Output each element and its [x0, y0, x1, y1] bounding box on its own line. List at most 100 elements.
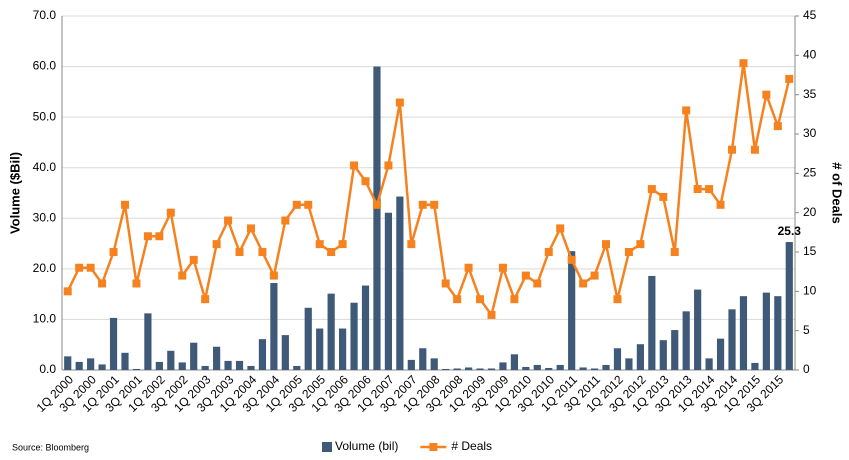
- legend-swatch: [429, 443, 438, 451]
- bar: [201, 365, 209, 370]
- line-marker: [155, 232, 164, 241]
- y2-axis-title: # of Deals: [830, 162, 845, 223]
- line-marker: [304, 200, 313, 209]
- bar: [705, 358, 713, 370]
- bar: [419, 348, 427, 370]
- bar: [109, 317, 118, 370]
- bar: [407, 359, 415, 370]
- y2-tick-label: 20: [803, 205, 817, 219]
- y-tick-label: 60.0: [33, 59, 57, 73]
- line-marker: [338, 240, 347, 249]
- line-marker: [750, 145, 759, 154]
- bar: [728, 309, 736, 370]
- bar: [522, 366, 530, 370]
- y-tick-label: 30.0: [33, 210, 57, 224]
- line-marker: [659, 192, 668, 201]
- y-tick-label: 50.0: [33, 109, 57, 123]
- line-marker: [372, 200, 381, 209]
- bar: [785, 242, 793, 370]
- line-marker: [693, 185, 702, 194]
- line-marker: [63, 287, 72, 296]
- line-marker: [441, 279, 450, 288]
- line-marker: [728, 145, 737, 154]
- line-marker: [521, 271, 530, 280]
- line-marker: [246, 224, 255, 233]
- line-marker: [716, 200, 725, 209]
- legend-label: Volume (bil): [335, 439, 398, 453]
- line-marker: [407, 240, 416, 249]
- line-marker: [224, 216, 233, 225]
- bar: [144, 313, 152, 370]
- line-marker: [86, 263, 95, 272]
- y-tick-label: 70.0: [33, 8, 57, 22]
- line-marker: [785, 74, 794, 83]
- y2-tick-label: 30: [803, 126, 817, 140]
- line-marker: [430, 200, 439, 209]
- line-marker: [567, 255, 576, 264]
- bar: [648, 275, 656, 370]
- bar: [510, 354, 518, 370]
- bar: [167, 350, 175, 370]
- line-marker: [384, 161, 393, 170]
- bar: [121, 352, 129, 370]
- line-marker: [143, 232, 152, 241]
- line-marker: [647, 185, 656, 194]
- bar: [178, 362, 186, 370]
- line-marker: [75, 263, 84, 272]
- line-marker: [350, 161, 359, 170]
- bar: [293, 365, 301, 370]
- bar: [155, 361, 163, 370]
- y-axis-title: Volume ($Bil): [7, 152, 22, 234]
- y2-tick-label: 5: [803, 323, 810, 337]
- bar: [98, 364, 106, 370]
- bar: [75, 361, 83, 370]
- line-marker: [361, 177, 370, 186]
- y2-tick-label: 45: [803, 8, 817, 22]
- data-label: 25.3: [778, 224, 802, 238]
- line-marker: [682, 106, 691, 115]
- bar: [64, 356, 72, 370]
- line-marker: [258, 248, 267, 256]
- y2-tick-label: 10: [803, 284, 817, 298]
- bar: [190, 342, 198, 370]
- bar: [487, 368, 496, 370]
- line-marker: [98, 279, 107, 288]
- bar: [373, 66, 381, 371]
- bar: [739, 296, 748, 370]
- line-marker: [613, 295, 622, 304]
- line-marker: [395, 98, 404, 107]
- y-tick-label: 10.0: [33, 312, 57, 326]
- line-marker: [235, 248, 244, 256]
- line-marker: [533, 279, 542, 288]
- bar: [545, 367, 553, 370]
- bar: [499, 362, 507, 370]
- y-tick-label: 0.0: [39, 362, 56, 376]
- line-marker: [510, 295, 519, 304]
- bar: [774, 296, 782, 370]
- line-marker: [705, 185, 714, 194]
- line-marker: [418, 200, 427, 209]
- line-marker: [327, 248, 336, 256]
- line-marker: [670, 248, 679, 256]
- bar: [671, 330, 679, 370]
- source-note: Source: Bloomberg: [12, 442, 89, 452]
- bar: [384, 212, 393, 370]
- line: [66, 63, 791, 318]
- bar: [132, 368, 141, 370]
- bar: [636, 344, 644, 370]
- line-marker: [109, 248, 118, 256]
- bar: [682, 311, 690, 370]
- bar: [579, 367, 587, 370]
- bar: [87, 358, 95, 370]
- bar: [476, 368, 484, 370]
- bar: [464, 367, 473, 370]
- line-marker: [212, 240, 221, 249]
- bar: [625, 358, 633, 370]
- bar: [694, 289, 702, 370]
- bar: [361, 285, 370, 370]
- y2-tick-label: 40: [803, 48, 817, 62]
- y2-tick-label: 35: [803, 87, 817, 101]
- line-marker: [132, 279, 141, 288]
- bar: [659, 340, 667, 370]
- y-tick-label: 20.0: [33, 261, 57, 275]
